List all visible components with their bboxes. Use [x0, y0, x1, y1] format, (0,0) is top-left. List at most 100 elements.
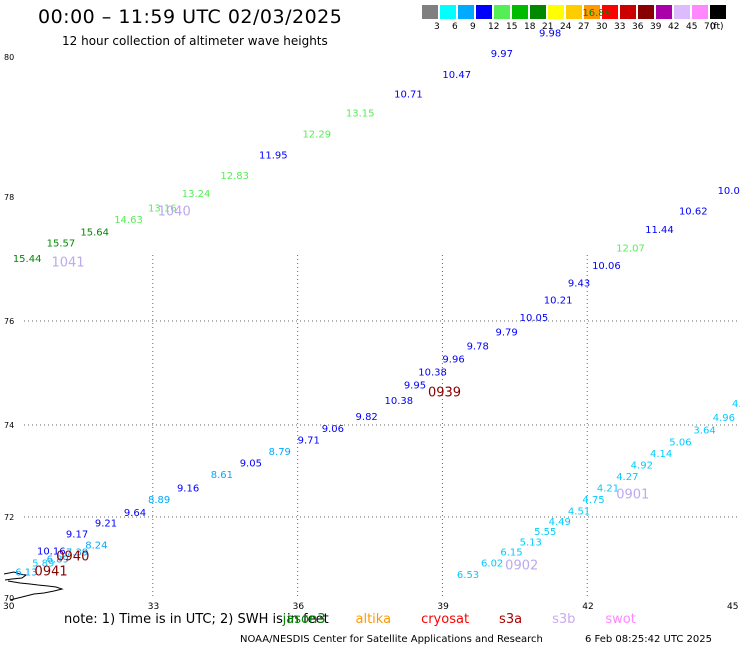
wave-height-label: 6.89	[47, 554, 69, 565]
credit-text: NOAA/NESDIS Center for Satellite Applica…	[240, 634, 543, 645]
y-tick-label: 72	[4, 513, 14, 522]
satellite-legend-altika: altika	[355, 612, 392, 627]
scale-label: 9	[470, 22, 476, 32]
satellite-legend-swot: swot	[605, 612, 636, 627]
wave-height-label: 4.21	[597, 484, 619, 495]
scale-swatch	[602, 5, 618, 19]
wave-height-label: 9.79	[496, 328, 518, 339]
wave-height-label: 4.75	[582, 495, 604, 506]
wave-height-label: 11.95	[259, 151, 288, 162]
wave-height-label: 4.92	[631, 461, 653, 472]
wave-height-label: 10.62	[679, 206, 708, 217]
pass-time-label: 1041	[51, 255, 84, 270]
scale-label: 42	[668, 22, 680, 32]
wave-height-label: 9.16	[177, 484, 199, 495]
track-sw-cyan: 6.135.896.897.398.24	[15, 541, 107, 579]
wave-height-label: 4.96	[713, 413, 735, 424]
scale-swatch	[656, 5, 672, 19]
satellite-legend-cryosat: cryosat	[421, 612, 470, 627]
pass-time-label: 0941	[35, 565, 68, 580]
scale-label: 12	[488, 22, 500, 32]
wave-height-label: 10.05	[520, 313, 549, 324]
wave-height-label: 14.63	[114, 215, 143, 226]
scale-label: 15	[506, 22, 518, 32]
scale-swatch	[566, 5, 582, 19]
scale-swatch	[620, 5, 636, 19]
wave-height-label: 9.05	[240, 458, 262, 469]
wave-height-label: 4.51	[568, 507, 590, 518]
wave-height-label: 15.44	[13, 254, 42, 265]
altimeter-tracks: 15.44 15.57 15.64 14.63 13.16 13.24 12.83 11.95…	[13, 8, 740, 581]
pass-time-label: 1040	[158, 205, 191, 220]
wave-height-label: 5.06	[669, 438, 691, 449]
wave-height-label: 6.15	[500, 547, 522, 558]
x-tick-label: 33	[148, 602, 159, 612]
wave-height-label: 10.21	[544, 296, 573, 307]
scale-label: 70	[704, 22, 716, 32]
map-grid	[24, 255, 740, 598]
wave-height-label: 10.16	[37, 546, 66, 557]
scale-swatch	[458, 5, 474, 19]
wave-height-label: 10.38	[418, 368, 447, 379]
satellite-legend-jason3: jason3	[282, 612, 326, 627]
wave-height-label: 9.17	[66, 529, 88, 540]
axis-ticks: 70 72 74 76 78 80 30 33 36 39 42 45	[3, 53, 739, 612]
wave-height-label: 5.55	[534, 527, 556, 538]
scale-label: 36	[632, 22, 644, 32]
scale-label: 21	[542, 22, 554, 32]
y-tick-label: 78	[4, 193, 14, 202]
wave-height-label: 8.61	[211, 470, 233, 481]
x-tick-label: 42	[582, 602, 593, 612]
wave-height-label: 15.64	[80, 227, 109, 238]
wave-height-label: 9.97	[491, 49, 513, 60]
pass-time-label: 0939	[428, 385, 461, 400]
pass-time-label: 0902	[505, 559, 538, 574]
wave-height-label: 12.29	[302, 130, 331, 141]
scale-swatch	[530, 5, 546, 19]
scale-label: 39	[650, 22, 662, 32]
x-tick-label: 36	[293, 602, 305, 612]
scale-swatch	[710, 5, 726, 19]
wave-height-label: 7.39	[66, 547, 88, 558]
y-tick-label: 70	[4, 594, 14, 603]
wave-height-label: 3.64	[693, 425, 715, 436]
x-tick-label: 45	[727, 602, 738, 612]
wave-height-label: 13.16	[148, 203, 177, 214]
y-tick-label: 76	[4, 317, 14, 326]
scale-label: 45	[686, 22, 698, 32]
wave-height-label: 13.24	[182, 189, 211, 200]
wave-height-label: 4.49	[549, 517, 571, 528]
wave-height-label: 10.38	[385, 396, 414, 407]
wave-height-label: 10.71	[394, 90, 423, 101]
wave-height-label: 4.16	[732, 399, 740, 410]
wave-height-label: 9.98	[539, 28, 561, 39]
coastline-outline	[3, 571, 64, 601]
x-tick-label: 30	[3, 602, 15, 612]
wave-height-label: 9.64	[124, 508, 146, 519]
wave-height-label: 4.27	[616, 472, 638, 483]
coastline	[3, 571, 64, 601]
wave-height-label: 9.78	[467, 342, 489, 353]
wave-height-label: 10.08	[718, 186, 740, 197]
wave-height-label: 10.06	[592, 261, 621, 272]
note-text: note: 1) Time is in UTC; 2) SWH is in fe…	[64, 612, 329, 627]
wave-height-label: 11.44	[645, 225, 674, 236]
wave-height-label: 12.07	[616, 244, 645, 255]
wave-height-label: 9.43	[568, 278, 590, 289]
scale-label: 27	[578, 22, 590, 32]
pass-time-label: 0901	[616, 488, 649, 503]
wave-height-label: 15.57	[47, 239, 76, 250]
track-diagonal-blue: 10.169.17 9.21 9.648.89 9.16 8.61 9.05 8.79 9.7…	[37, 186, 740, 557]
wave-height-label: 6.02	[481, 558, 503, 569]
scale-swatch	[422, 5, 438, 19]
wave-height-label: 8.79	[269, 447, 291, 458]
wave-height-label: 16.89	[582, 8, 611, 19]
wave-height-label: 10.47	[442, 70, 471, 81]
map-subtitle: 12 hour collection of altimeter wave hei…	[62, 34, 328, 48]
wave-height-label: 9.95	[404, 381, 426, 392]
wave-height-label: 9.06	[322, 424, 344, 435]
track-se-cyan: 6.536.026.155.135.554.494.514.754.214.27…	[457, 399, 740, 581]
scale-swatch	[440, 5, 456, 19]
y-tick-label: 80	[4, 53, 14, 62]
